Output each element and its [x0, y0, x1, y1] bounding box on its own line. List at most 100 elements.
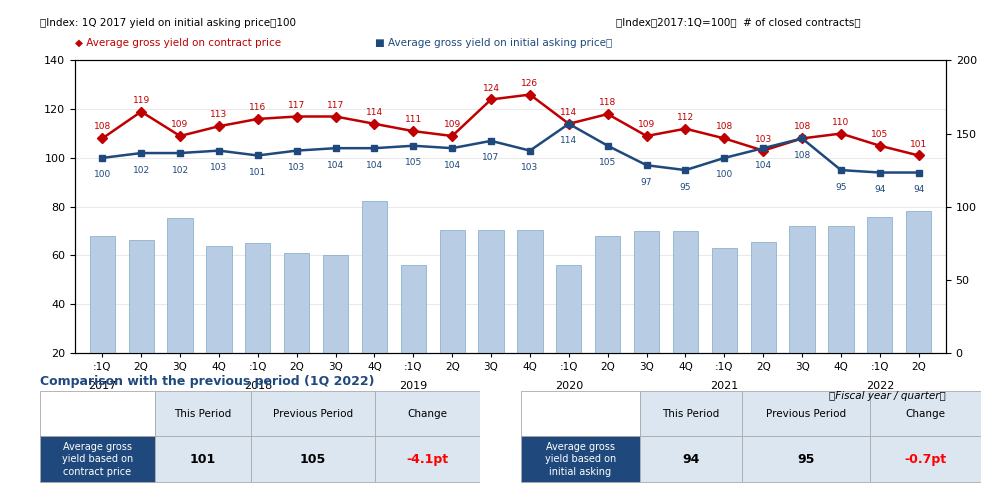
Text: 119: 119 — [132, 96, 150, 105]
Text: 105: 105 — [871, 130, 889, 139]
FancyBboxPatch shape — [641, 436, 742, 482]
Bar — [790, 226, 815, 353]
FancyBboxPatch shape — [251, 436, 374, 482]
FancyBboxPatch shape — [40, 391, 154, 436]
Text: 108: 108 — [94, 122, 111, 132]
Text: 114: 114 — [561, 108, 578, 117]
Text: 94: 94 — [874, 185, 886, 194]
Text: -0.7pt: -0.7pt — [905, 453, 947, 466]
Text: 108: 108 — [794, 122, 811, 132]
Text: ■ Average gross yield on initial asking price）: ■ Average gross yield on initial asking … — [375, 38, 613, 48]
Text: 100: 100 — [716, 170, 733, 179]
Text: 104: 104 — [366, 161, 383, 170]
Text: 124: 124 — [482, 84, 499, 93]
Bar — [478, 230, 504, 353]
Text: 95: 95 — [680, 182, 692, 192]
Text: 108: 108 — [716, 122, 733, 132]
Text: -4.1pt: -4.1pt — [406, 453, 448, 466]
Text: 2017: 2017 — [88, 381, 116, 391]
Text: 100: 100 — [94, 170, 111, 179]
Bar — [90, 236, 115, 353]
FancyBboxPatch shape — [251, 391, 374, 436]
Text: （Fiscal year / quarter）: （Fiscal year / quarter） — [829, 391, 946, 401]
Text: Average gross
yield based on
contract price: Average gross yield based on contract pr… — [62, 442, 133, 477]
FancyBboxPatch shape — [374, 436, 480, 482]
Text: 104: 104 — [755, 161, 772, 170]
Text: 126: 126 — [522, 79, 539, 88]
Bar — [400, 265, 426, 353]
Bar — [712, 247, 737, 353]
Bar — [284, 254, 309, 353]
FancyBboxPatch shape — [40, 436, 154, 482]
Bar — [595, 236, 621, 353]
Text: 2022: 2022 — [866, 381, 894, 391]
Text: 116: 116 — [249, 103, 266, 112]
Bar — [829, 226, 854, 353]
Text: 95: 95 — [835, 182, 847, 192]
Text: （Index：2017:1Q=100；  # of closed contracts）: （Index：2017:1Q=100； # of closed contract… — [616, 18, 860, 28]
FancyBboxPatch shape — [154, 391, 251, 436]
FancyBboxPatch shape — [742, 436, 871, 482]
Text: 101: 101 — [249, 168, 266, 177]
Text: 2019: 2019 — [399, 381, 427, 391]
Text: 101: 101 — [910, 140, 927, 149]
Text: This Period: This Period — [663, 409, 720, 419]
Bar — [906, 211, 931, 353]
FancyBboxPatch shape — [871, 391, 981, 436]
Text: ◆ Average gross yield on contract price: ◆ Average gross yield on contract price — [75, 38, 281, 48]
Text: 104: 104 — [443, 161, 460, 170]
Text: 2020: 2020 — [555, 381, 583, 391]
Bar — [128, 240, 154, 353]
Text: 102: 102 — [132, 165, 150, 174]
Text: 117: 117 — [288, 101, 305, 109]
Text: 103: 103 — [755, 135, 772, 144]
Text: 103: 103 — [210, 163, 227, 172]
Bar — [867, 217, 893, 353]
Text: 112: 112 — [677, 113, 694, 122]
Text: 2018: 2018 — [243, 381, 272, 391]
Bar — [323, 255, 348, 353]
Text: 94: 94 — [683, 453, 700, 466]
FancyBboxPatch shape — [374, 391, 480, 436]
Bar — [206, 246, 231, 353]
Text: 103: 103 — [522, 163, 539, 172]
Text: This Period: This Period — [174, 409, 231, 419]
Text: 104: 104 — [327, 161, 344, 170]
Text: Previous Period: Previous Period — [766, 409, 846, 419]
Text: 103: 103 — [288, 163, 305, 172]
Bar — [361, 201, 387, 353]
Bar — [634, 231, 660, 353]
Text: 109: 109 — [638, 120, 656, 129]
Text: Change: Change — [906, 409, 946, 419]
Text: 109: 109 — [171, 120, 188, 129]
Text: （Index: 1Q 2017 yield on initial asking price＝100: （Index: 1Q 2017 yield on initial asking … — [40, 18, 296, 28]
FancyBboxPatch shape — [742, 391, 871, 436]
Text: 118: 118 — [599, 98, 617, 107]
FancyBboxPatch shape — [154, 436, 251, 482]
Bar — [245, 243, 270, 353]
Text: 101: 101 — [190, 453, 216, 466]
Text: 95: 95 — [798, 453, 815, 466]
Text: Previous Period: Previous Period — [273, 409, 353, 419]
Text: Comparison with the previous period (1Q 2022): Comparison with the previous period (1Q … — [40, 375, 374, 389]
Text: 110: 110 — [833, 117, 850, 127]
Bar — [439, 230, 464, 353]
Text: 109: 109 — [443, 120, 460, 129]
Text: 111: 111 — [404, 115, 422, 124]
Text: 105: 105 — [300, 453, 326, 466]
Text: 117: 117 — [327, 101, 344, 109]
Text: 102: 102 — [171, 165, 188, 174]
Bar — [557, 265, 582, 353]
Text: Average gross
yield based on
initial asking: Average gross yield based on initial ask… — [545, 442, 616, 477]
Text: 114: 114 — [561, 136, 578, 145]
Text: 105: 105 — [404, 158, 422, 167]
Text: 107: 107 — [482, 153, 499, 162]
Text: Change: Change — [407, 409, 447, 419]
Text: 94: 94 — [913, 185, 924, 194]
Text: 2021: 2021 — [711, 381, 739, 391]
Bar — [518, 230, 543, 353]
Text: 97: 97 — [641, 178, 653, 186]
Text: 114: 114 — [366, 108, 383, 117]
FancyBboxPatch shape — [521, 391, 641, 436]
FancyBboxPatch shape — [521, 436, 641, 482]
